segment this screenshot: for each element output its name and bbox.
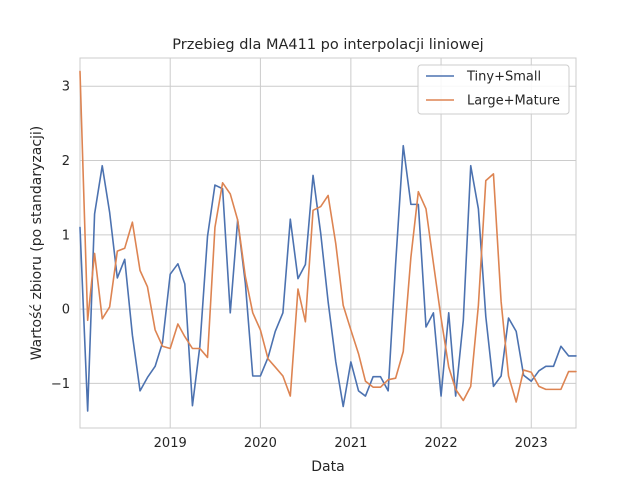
chart-title: Przebieg dla MA411 po interpolacji linio… [172,37,483,53]
series-lines [79,70,577,412]
x-tick-label: 2019 [154,436,187,451]
x-tick-label: 2021 [334,436,367,451]
x-tick-label: 2022 [425,436,458,451]
legend-box [417,64,570,115]
y-tick-label: 2 [62,154,70,169]
plot-area [79,57,577,429]
x-tick-label: 2023 [515,436,548,451]
series-line-large-mature [79,70,577,403]
y-tick-label: 3 [62,80,70,95]
y-axis-title: Wartość zbioru (po standaryzacji) [29,126,45,361]
y-tick-label: −1 [51,377,70,392]
x-tick-label: 2020 [244,436,277,451]
y-tick-labels: −1 0 1 2 3 [51,80,70,392]
x-tick-labels: 2019 2020 2021 2022 2023 [154,436,548,451]
legend: Tiny+Small Large+Mature [417,64,570,115]
series-line-tiny-small [79,144,577,412]
x-axis-title: Data [311,459,344,475]
legend-label-large-mature: Large+Mature [467,94,560,109]
y-tick-label: 1 [62,228,70,243]
y-tick-label: 0 [62,303,70,318]
legend-label-tiny-small: Tiny+Small [466,70,541,85]
